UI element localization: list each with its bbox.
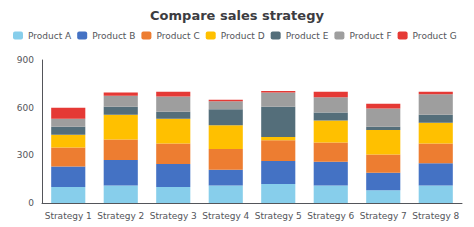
svg-text:300: 300	[17, 150, 34, 160]
svg-text:0: 0	[28, 198, 34, 208]
svg-text:Strategy 2: Strategy 2	[97, 211, 144, 221]
svg-text:Product A: Product A	[28, 31, 72, 41]
svg-text:Product C: Product C	[156, 31, 199, 41]
svg-text:Strategy 5: Strategy 5	[255, 211, 302, 221]
svg-text:Strategy 6: Strategy 6	[307, 211, 354, 221]
svg-text:900: 900	[17, 55, 34, 65]
svg-text:Product F: Product F	[349, 31, 391, 41]
svg-text:Strategy 3: Strategy 3	[150, 211, 197, 221]
svg-text:Compare sales strategy: Compare sales strategy	[150, 8, 324, 23]
svg-text:Strategy 4: Strategy 4	[202, 211, 249, 221]
svg-text:Strategy 7: Strategy 7	[360, 211, 407, 221]
svg-text:Product E: Product E	[286, 31, 329, 41]
svg-text:Product B: Product B	[92, 31, 135, 41]
svg-text:Product G: Product G	[413, 31, 457, 41]
svg-text:Strategy 1: Strategy 1	[45, 211, 92, 221]
svg-text:600: 600	[17, 103, 34, 113]
svg-text:Product D: Product D	[221, 31, 265, 41]
svg-text:Strategy 8: Strategy 8	[412, 211, 459, 221]
